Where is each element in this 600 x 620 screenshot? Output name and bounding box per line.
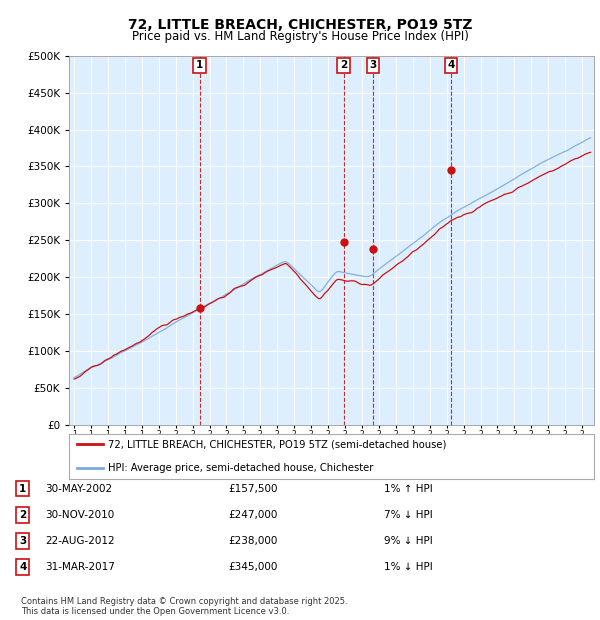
Text: 4: 4	[19, 562, 26, 572]
Text: This data is licensed under the Open Government Licence v3.0.: This data is licensed under the Open Gov…	[21, 607, 289, 616]
Text: 4: 4	[447, 60, 455, 71]
Text: 31-MAR-2017: 31-MAR-2017	[45, 562, 115, 572]
Text: £345,000: £345,000	[228, 562, 277, 572]
Text: Price paid vs. HM Land Registry's House Price Index (HPI): Price paid vs. HM Land Registry's House …	[131, 30, 469, 43]
Text: 72, LITTLE BREACH, CHICHESTER, PO19 5TZ: 72, LITTLE BREACH, CHICHESTER, PO19 5TZ	[128, 18, 472, 32]
Text: 1% ↑ HPI: 1% ↑ HPI	[384, 484, 433, 494]
Text: 2: 2	[340, 60, 347, 71]
Text: 72, LITTLE BREACH, CHICHESTER, PO19 5TZ (semi-detached house): 72, LITTLE BREACH, CHICHESTER, PO19 5TZ …	[109, 439, 447, 450]
Text: Contains HM Land Registry data © Crown copyright and database right 2025.: Contains HM Land Registry data © Crown c…	[21, 597, 347, 606]
Text: £238,000: £238,000	[228, 536, 277, 546]
Text: 3: 3	[19, 536, 26, 546]
Text: 7% ↓ HPI: 7% ↓ HPI	[384, 510, 433, 520]
Text: 30-NOV-2010: 30-NOV-2010	[45, 510, 114, 520]
Text: 2: 2	[19, 510, 26, 520]
Text: £247,000: £247,000	[228, 510, 277, 520]
Text: 1: 1	[196, 60, 203, 71]
Text: 1: 1	[19, 484, 26, 494]
Text: HPI: Average price, semi-detached house, Chichester: HPI: Average price, semi-detached house,…	[109, 463, 374, 474]
Text: 22-AUG-2012: 22-AUG-2012	[45, 536, 115, 546]
Text: 30-MAY-2002: 30-MAY-2002	[45, 484, 112, 494]
Text: 9% ↓ HPI: 9% ↓ HPI	[384, 536, 433, 546]
Text: 1% ↓ HPI: 1% ↓ HPI	[384, 562, 433, 572]
Text: 3: 3	[369, 60, 376, 71]
Text: £157,500: £157,500	[228, 484, 277, 494]
